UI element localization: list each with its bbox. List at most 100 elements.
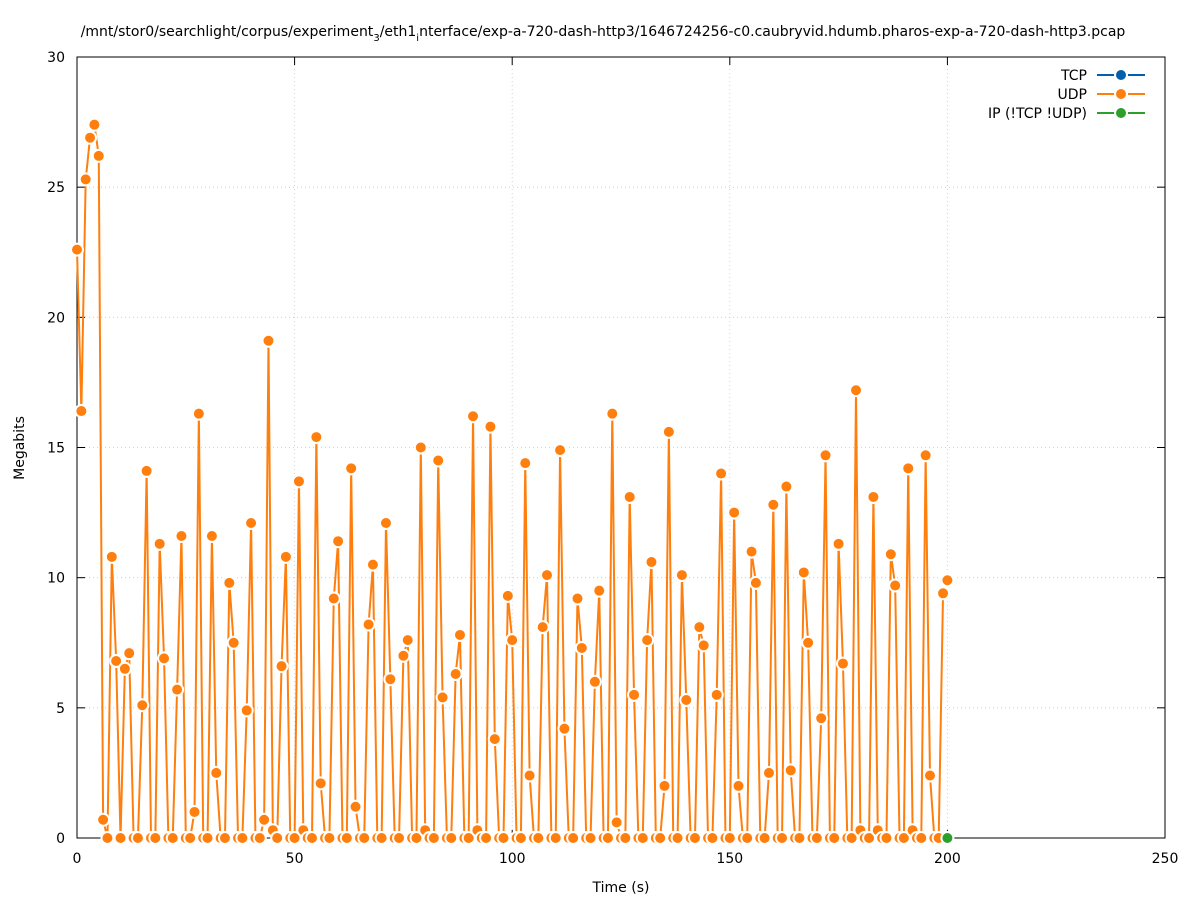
data-point <box>801 635 816 650</box>
data-point <box>135 698 150 713</box>
data-point <box>374 831 389 845</box>
data-point <box>679 693 694 708</box>
x-tick-label: 0 <box>73 851 82 867</box>
data-point <box>287 831 302 845</box>
y-tick-label: 20 <box>47 310 65 326</box>
data-point <box>940 573 955 588</box>
data-point <box>448 666 463 681</box>
legend-marker <box>1114 87 1128 101</box>
data-point <box>779 479 794 494</box>
data-point <box>322 831 337 845</box>
y-tick-label: 0 <box>56 831 65 847</box>
title-part-mid: /eth1 <box>380 24 417 40</box>
data-point <box>165 831 180 845</box>
data-point <box>479 831 494 845</box>
data-point <box>87 117 102 132</box>
data-point <box>365 557 380 572</box>
data-point <box>244 515 259 530</box>
data-point <box>204 529 219 544</box>
data-point <box>566 831 581 845</box>
data-point <box>78 172 93 187</box>
data-point <box>731 778 746 793</box>
data-point <box>157 651 172 666</box>
data-point <box>918 448 933 463</box>
data-point <box>844 831 859 845</box>
data-point <box>348 799 363 814</box>
data-point <box>500 588 515 603</box>
data-point <box>670 831 685 845</box>
data-point <box>505 633 520 648</box>
data-point <box>687 831 702 845</box>
data-point <box>835 656 850 671</box>
series-layer <box>70 117 955 845</box>
data-point <box>104 549 119 564</box>
data-point <box>83 130 98 145</box>
data-point <box>117 661 132 676</box>
data-point <box>400 633 415 648</box>
data-point <box>409 831 424 845</box>
data-point <box>513 831 528 845</box>
data-point <box>740 831 755 845</box>
data-point <box>200 831 215 845</box>
data-point <box>653 831 668 845</box>
data-point <box>727 505 742 520</box>
data-point <box>339 831 354 845</box>
data-point <box>252 831 267 845</box>
data-point <box>692 620 707 635</box>
data-point <box>535 620 550 635</box>
data-point <box>452 627 467 642</box>
title-part-end: nterface/exp-a-720-dash-http3/1646724256… <box>419 24 1125 40</box>
x-tick-label: 50 <box>286 851 304 867</box>
y-tick-label: 25 <box>47 180 65 196</box>
data-point <box>344 461 359 476</box>
data-point <box>600 831 615 845</box>
y-tick-label: 10 <box>47 571 65 587</box>
data-point <box>583 831 598 845</box>
data-point <box>331 534 346 549</box>
data-point <box>466 409 481 424</box>
x-tick-label: 200 <box>934 851 961 867</box>
data-point <box>609 815 624 830</box>
data-point <box>522 768 537 783</box>
data-point <box>879 831 894 845</box>
data-point <box>849 383 864 398</box>
data-point <box>705 831 720 845</box>
data-point <box>592 583 607 598</box>
legend-label: IP (!TCP !UDP) <box>988 106 1087 122</box>
data-point <box>444 831 459 845</box>
y-tick-label: 30 <box>47 50 65 66</box>
data-point <box>378 515 393 530</box>
data-point <box>748 575 763 590</box>
data-point <box>426 831 441 845</box>
x-axis-label: Time (s) <box>592 880 650 896</box>
data-point <box>936 586 951 601</box>
data-point <box>888 578 903 593</box>
data-point <box>357 831 372 845</box>
data-point <box>483 419 498 434</box>
title-part-main: /mnt/stor0/searchlight/corpus/experiment <box>81 24 374 40</box>
data-point <box>518 456 533 471</box>
title-subscript-2: i <box>416 33 419 44</box>
legend-marker <box>1114 68 1128 82</box>
data-point <box>96 812 111 827</box>
data-point <box>313 776 328 791</box>
data-point <box>109 653 124 668</box>
data-point <box>187 804 202 819</box>
data-point <box>896 831 911 845</box>
data-point <box>809 831 824 845</box>
y-axis-label: Megabits <box>12 416 28 480</box>
y-tick-label: 5 <box>56 701 65 717</box>
data-point <box>866 489 881 504</box>
data-point <box>392 831 407 845</box>
data-point <box>661 424 676 439</box>
data-point <box>548 831 563 845</box>
chart-title: /mnt/stor0/searchlight/corpus/experiment… <box>81 24 1126 44</box>
data-point <box>587 674 602 689</box>
data-point <box>627 687 642 702</box>
data-point <box>635 831 650 845</box>
data-point <box>792 831 807 845</box>
data-point <box>278 549 293 564</box>
data-point <box>431 453 446 468</box>
data-point <box>435 690 450 705</box>
data-point <box>191 406 206 421</box>
